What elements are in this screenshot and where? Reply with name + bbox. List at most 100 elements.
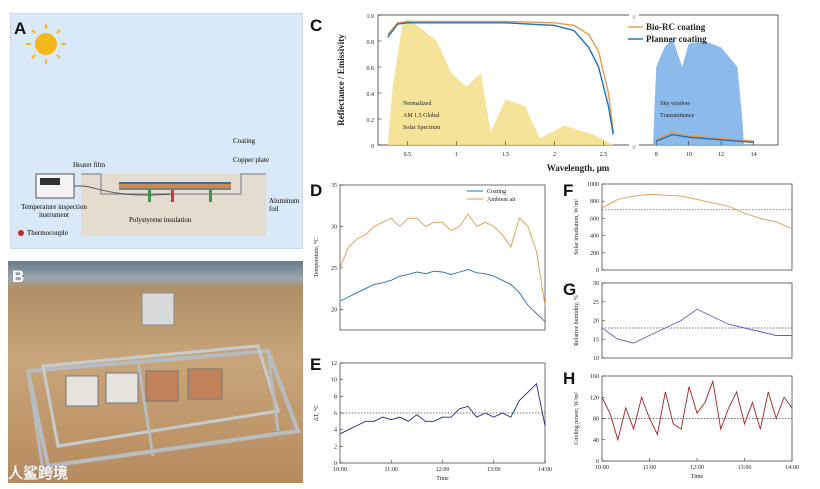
y-tick-label: 0: [371, 144, 374, 150]
y-tick-label: 0.8: [367, 40, 375, 46]
sun-icon: [35, 33, 57, 55]
series-line-ambient-air: [339, 213, 546, 306]
axis-break-cover: [629, 143, 639, 148]
y-tick-label: 200: [590, 251, 599, 257]
x-tick-label: 14:00: [785, 465, 799, 471]
chart-f-solar: 0 200 400 600 800 1000 Solar irradiation, W/m²: [574, 182, 793, 274]
x-tick-label: 2: [553, 152, 556, 158]
y-axis-label: Cooling power, W/m²: [574, 392, 580, 444]
axis-break-mark: //: [632, 15, 636, 21]
plot-frame: [339, 184, 546, 331]
series-line--t: [339, 382, 546, 435]
sun-rays: [26, 24, 66, 64]
series-line-bio-rc-coating: [387, 20, 614, 133]
y-tick-label: 10: [331, 378, 337, 384]
panel-label-d: D: [310, 181, 323, 200]
copper-plate: [119, 184, 231, 188]
support-post: [148, 190, 151, 202]
y-tick-label: 1000: [587, 182, 599, 188]
label-coating: Coating: [233, 137, 256, 145]
y-tick-label: 8: [334, 394, 337, 400]
y-tick-label: 35: [331, 183, 337, 189]
x-tick-label: 12: [718, 152, 724, 158]
y-tick-label: 12: [331, 361, 337, 367]
x-tick-label: 10:00: [595, 465, 609, 471]
watermark: 人鲨跨境: [8, 465, 69, 482]
wire: [73, 185, 172, 196]
instrument-box: [141, 292, 175, 326]
x-axis-label: Time: [691, 474, 704, 480]
y-tick-label: 800: [590, 199, 599, 205]
y-tick-label: 15: [593, 337, 599, 343]
rack-frame: [25, 348, 301, 469]
y-tick-label: 0: [334, 461, 337, 467]
x-tick-label: 8: [655, 152, 658, 158]
x-tick-label: 11:00: [643, 465, 656, 471]
rack-leg: [136, 360, 155, 457]
x-tick-label: 13:00: [738, 465, 752, 471]
y-tick-label: 4: [334, 428, 337, 434]
schematic-drawing: [18, 24, 266, 236]
x-tick-label: 13:00: [487, 467, 501, 473]
y-tick-label: 0.2: [367, 118, 375, 124]
y-axis-label: Reflectance / Emissivity: [336, 34, 346, 126]
solar-annotation: Normalized: [403, 101, 431, 107]
panel-label-b: B: [12, 267, 25, 286]
y-tick-label: 0: [596, 268, 599, 274]
thermocouple-probe: [171, 190, 174, 202]
sample-coating-2: [105, 372, 139, 404]
y-tick-label: 6: [334, 411, 337, 417]
x-tick-label: 14:00: [538, 467, 552, 473]
series-line-planner-coating-ir: [655, 133, 754, 144]
panel-label-f: F: [563, 181, 574, 200]
series-line-coating: [339, 269, 546, 323]
y-tick-label: 30: [331, 224, 337, 230]
x-tick-label: 12:00: [436, 467, 450, 473]
chart-e-delta-t: 0 2 4 6 8 10 12 10:00 11:00 12:00 13:00 14:00 ΔT, °C…: [313, 361, 552, 482]
label-insulation: Polystyrene insulation: [129, 216, 192, 224]
y-axis-label: Temperature, °C: [313, 238, 320, 278]
chart-c-spectrum: 0 0.2 0.4 0.6 0.8 1.0 0.5 1 1.5 2 2.5 8 10 12 14 // // Bi…: [336, 13, 779, 173]
instrument-icon: [35, 173, 75, 199]
y-tick-label: 25: [331, 266, 337, 272]
label-thermocouple: Thermocouple: [27, 229, 68, 237]
rack-frame-inner: [41, 344, 280, 448]
y-tick-label: 30: [593, 281, 599, 287]
solar-spectrum-area: [387, 18, 614, 145]
y-tick-label: 80: [593, 417, 599, 423]
x-tick-label: 10:00: [333, 467, 347, 473]
sky-annotation: Sky window: [660, 101, 691, 107]
legend-label: Coating: [487, 189, 506, 195]
y-tick-label: 160: [590, 374, 599, 380]
y-tick-label: 40: [593, 438, 599, 444]
sky-window-area: [652, 38, 744, 145]
rack-leg: [266, 350, 280, 432]
y-tick-label: 1.0: [367, 14, 375, 20]
panel-label-a: A: [14, 19, 27, 38]
x-tick-label: 1.5: [502, 152, 510, 158]
sample-copper-2: [187, 368, 223, 400]
y-tick-label: 0.4: [367, 92, 375, 98]
y-axis-label: ΔT, °C: [313, 405, 320, 421]
panel-a-schematic: A Coating Copper plate Heater film Alumi…: [10, 13, 303, 249]
plot-frame: [601, 183, 793, 271]
series-line-relative-humidity: [601, 308, 792, 344]
chart-g-humidity: 10 15 20 25 30 Relative humidity, %: [574, 281, 793, 362]
label-instrument: Temperature inspection instrument: [21, 203, 87, 219]
x-tick-label: 10: [686, 152, 692, 158]
legend-label: Planner coating: [646, 34, 707, 44]
chart-h-cooling: 0 40 80 120 160 10:00 11:00 12:00 13:00 14:00 Cool…: [574, 374, 799, 480]
legend-label: Bio-RC coating: [646, 22, 706, 32]
series-line-solar-irradiation: [601, 193, 793, 230]
thermocouple-dot: [18, 230, 24, 236]
panel-label-e: E: [310, 355, 322, 374]
sample-coating-1: [65, 375, 99, 407]
y-tick-label: 20: [331, 307, 337, 313]
x-tick-label: 11:00: [385, 467, 398, 473]
x-tick-label: 14: [751, 152, 757, 158]
y-tick-label: 10: [593, 356, 599, 362]
y-tick-label: 400: [590, 234, 599, 240]
x-tick-label: 12:00: [690, 465, 704, 471]
x-axis-label: Time: [436, 476, 449, 482]
photo-drawing: [25, 292, 301, 472]
